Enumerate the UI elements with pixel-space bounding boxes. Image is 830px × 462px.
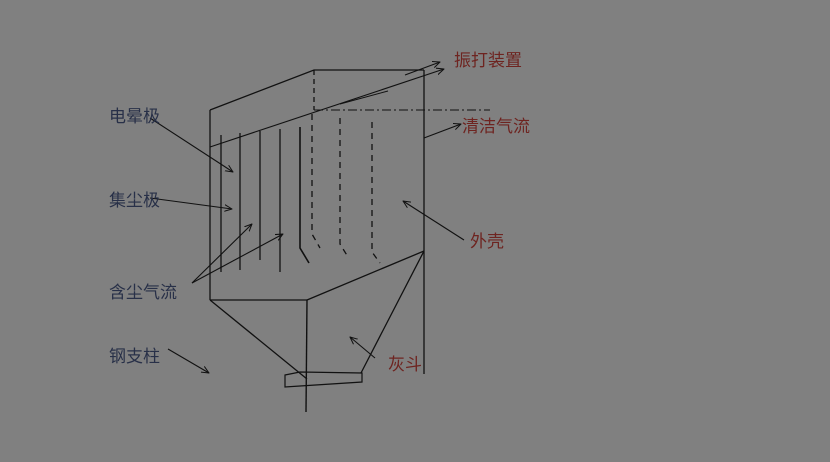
svg-text:灰斗: 灰斗 (388, 355, 422, 374)
svg-text:集尘极: 集尘极 (109, 191, 160, 210)
svg-text:钢支柱: 钢支柱 (109, 347, 160, 366)
svg-text:电晕极: 电晕极 (109, 107, 160, 126)
svg-text:清洁气流: 清洁气流 (462, 117, 530, 136)
svg-text:含尘气流: 含尘气流 (109, 283, 177, 302)
svg-text:振打装置: 振打装置 (454, 51, 522, 70)
svg-text:外壳: 外壳 (470, 232, 504, 251)
